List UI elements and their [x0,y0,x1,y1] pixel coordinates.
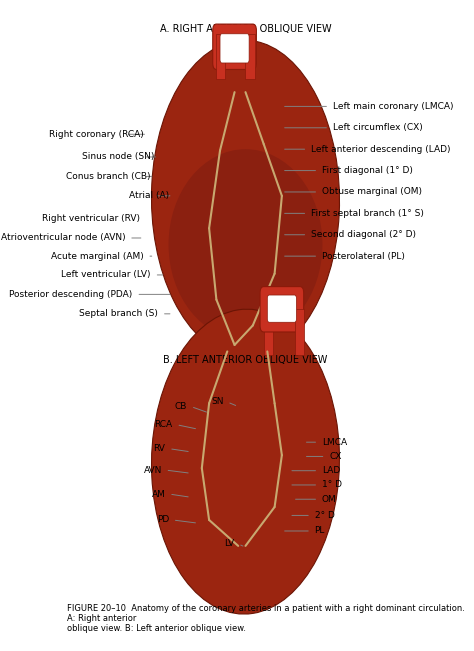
Bar [246,34,255,79]
Text: FIGURE 20–10  Anatomy of the coronary arteries in a patient with a right dominan: FIGURE 20–10 Anatomy of the coronary art… [67,603,465,633]
Text: AVN: AVN [144,465,162,475]
Text: Acute marginal (AM): Acute marginal (AM) [51,252,144,260]
Text: Left anterior descending (LAD): Left anterior descending (LAD) [311,145,450,154]
Text: SN: SN [211,398,224,406]
FancyBboxPatch shape [220,34,249,63]
Text: AM: AM [152,490,165,499]
Text: A. RIGHT ANTERIOR OBLIQUE VIEW: A. RIGHT ANTERIOR OBLIQUE VIEW [160,24,331,34]
Text: RCA: RCA [155,420,173,429]
Text: Left ventricular (LV): Left ventricular (LV) [62,270,151,279]
Text: First diagonal (1° D): First diagonal (1° D) [322,166,413,175]
Text: PL: PL [315,527,325,536]
Text: Posterolateral (PL): Posterolateral (PL) [322,252,405,260]
Text: Right coronary (RCA): Right coronary (RCA) [49,130,144,139]
Text: First septal branch (1° S): First septal branch (1° S) [311,209,424,218]
Text: Left circumflex (CX): Left circumflex (CX) [333,123,422,132]
Text: B. LEFT ANTERIOR OBLIQUE VIEW: B. LEFT ANTERIOR OBLIQUE VIEW [164,355,328,365]
Text: LAD: LAD [322,466,340,475]
Text: CX: CX [329,452,342,461]
Text: LV: LV [225,540,235,548]
Text: Posterior descending (PDA): Posterior descending (PDA) [9,290,133,299]
Text: Conus branch (CB): Conus branch (CB) [66,172,151,181]
Text: RV: RV [154,444,165,453]
Ellipse shape [152,309,339,614]
Bar [264,309,273,355]
Ellipse shape [152,40,339,358]
Bar [216,34,226,79]
Ellipse shape [169,149,322,340]
Text: 2° D: 2° D [315,511,335,520]
FancyBboxPatch shape [260,286,304,332]
Text: Atrial (A): Atrial (A) [129,191,169,201]
Text: Obtuse marginal (OM): Obtuse marginal (OM) [322,187,422,197]
Text: 1° D: 1° D [322,480,342,490]
FancyBboxPatch shape [267,295,296,322]
Text: Sinus node (SN): Sinus node (SN) [82,152,155,161]
Text: OM: OM [322,495,337,504]
Text: CB: CB [175,402,187,411]
Text: Septal branch (S): Septal branch (S) [79,309,158,318]
Text: PD: PD [157,516,169,525]
Text: Right ventricular (RV): Right ventricular (RV) [42,214,140,223]
Text: LMCA: LMCA [322,437,347,447]
Bar [295,309,304,355]
Text: Atrioventricular node (AVN): Atrioventricular node (AVN) [1,234,126,242]
FancyBboxPatch shape [213,24,256,70]
Text: Second diagonal (2° D): Second diagonal (2° D) [311,230,416,240]
Text: Left main coronary (LMCA): Left main coronary (LMCA) [333,102,453,111]
